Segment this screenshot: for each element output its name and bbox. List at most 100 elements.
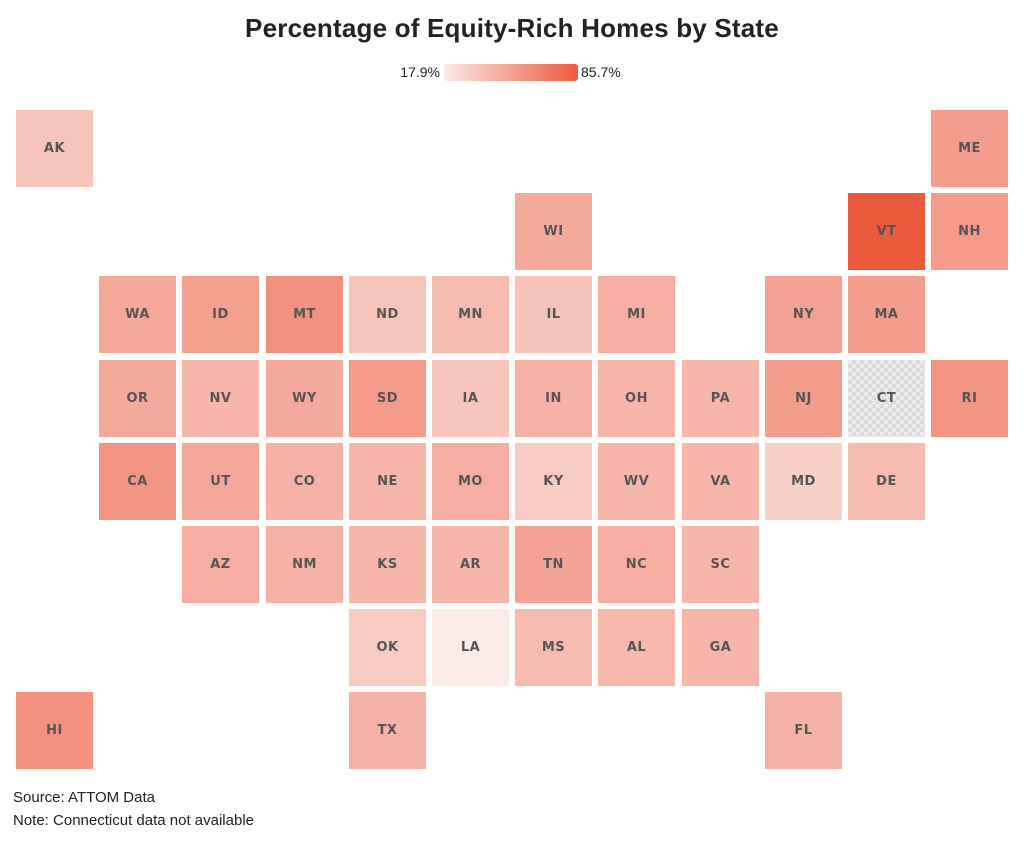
state-tile-ia: IA	[432, 360, 509, 437]
state-tile-oh: OH	[598, 360, 675, 437]
state-label: MI	[627, 307, 646, 322]
state-tile-ct: CT	[848, 360, 925, 437]
state-tile-az: AZ	[182, 526, 259, 603]
state-label: HI	[46, 723, 63, 738]
state-label: WI	[543, 224, 564, 239]
state-tile-nv: NV	[182, 360, 259, 437]
state-label: AL	[626, 640, 647, 655]
state-label: MO	[458, 474, 483, 489]
state-label: TN	[543, 557, 564, 572]
state-label: NM	[292, 557, 317, 572]
state-tile-mi: MI	[598, 276, 675, 353]
legend-gradient-bar	[444, 64, 578, 81]
state-tile-ne: NE	[349, 443, 426, 520]
source-note: Source: ATTOM Data	[13, 789, 155, 806]
state-tile-il: IL	[515, 276, 592, 353]
legend-max-label: 85.7%	[581, 64, 621, 80]
state-label: VA	[710, 474, 731, 489]
state-label: PA	[710, 391, 731, 406]
state-tile-sc: SC	[682, 526, 759, 603]
state-tile-wa: WA	[99, 276, 176, 353]
state-label: AZ	[210, 557, 231, 572]
state-tile-mo: MO	[432, 443, 509, 520]
chart-title: Percentage of Equity-Rich Homes by State	[245, 13, 779, 43]
state-tile-ak: AK	[16, 110, 93, 187]
state-tile-pa: PA	[682, 360, 759, 437]
state-label: WY	[292, 391, 317, 406]
state-tile-ok: OK	[349, 609, 426, 686]
state-label: NY	[792, 307, 815, 322]
state-label: TX	[377, 723, 398, 738]
state-tile-id: ID	[182, 276, 259, 353]
state-label: LA	[460, 640, 481, 655]
state-label: OH	[625, 391, 648, 406]
state-tile-me: ME	[931, 110, 1008, 187]
state-label: SC	[710, 557, 731, 572]
legend-min-label: 17.9%	[400, 64, 440, 80]
state-label: CO	[293, 474, 316, 489]
state-tile-ar: AR	[432, 526, 509, 603]
state-tile-mt: MT	[266, 276, 343, 353]
state-label: GA	[709, 640, 732, 655]
state-label: ME	[958, 141, 981, 156]
state-tile-ms: MS	[515, 609, 592, 686]
state-tile-in: IN	[515, 360, 592, 437]
state-label: ID	[212, 307, 229, 322]
state-tile-ut: UT	[182, 443, 259, 520]
state-label: VT	[876, 224, 897, 239]
footnote: Note: Connecticut data not available	[13, 812, 254, 829]
state-tile-wi: WI	[515, 193, 592, 270]
state-tile-nh: NH	[931, 193, 1008, 270]
state-tile-wy: WY	[266, 360, 343, 437]
state-tile-al: AL	[598, 609, 675, 686]
state-label: NE	[377, 474, 398, 489]
state-label: CA	[127, 474, 148, 489]
state-label: DE	[876, 474, 897, 489]
state-tile-vt: VT	[848, 193, 925, 270]
state-label: NC	[625, 557, 648, 572]
state-label: OK	[376, 640, 399, 655]
state-tile-nj: NJ	[765, 360, 842, 437]
state-label: IL	[546, 307, 561, 322]
state-label: CT	[876, 391, 897, 406]
state-tile-la: LA	[432, 609, 509, 686]
state-tile-ga: GA	[682, 609, 759, 686]
state-tile-ca: CA	[99, 443, 176, 520]
state-tile-de: DE	[848, 443, 925, 520]
state-label: MA	[874, 307, 899, 322]
state-tile-co: CO	[266, 443, 343, 520]
state-label: WA	[125, 307, 150, 322]
state-label: SD	[376, 391, 399, 406]
state-label: OR	[126, 391, 149, 406]
state-label: MT	[293, 307, 316, 322]
state-tile-va: VA	[682, 443, 759, 520]
state-tile-ma: MA	[848, 276, 925, 353]
state-tile-md: MD	[765, 443, 842, 520]
state-tile-tx: TX	[349, 692, 426, 769]
state-tile-nm: NM	[266, 526, 343, 603]
state-label: KY	[543, 474, 564, 489]
state-label: MS	[541, 640, 566, 655]
state-tile-sd: SD	[349, 360, 426, 437]
state-label: AK	[43, 141, 66, 156]
state-tile-ks: KS	[349, 526, 426, 603]
state-label: IA	[462, 391, 479, 406]
state-label: NJ	[795, 391, 812, 406]
state-tile-ny: NY	[765, 276, 842, 353]
state-label: ND	[376, 307, 399, 322]
state-label: WV	[623, 474, 650, 489]
state-tile-nc: NC	[598, 526, 675, 603]
state-tile-ri: RI	[931, 360, 1008, 437]
state-tile-tn: TN	[515, 526, 592, 603]
state-label: IN	[545, 391, 562, 406]
state-tile-fl: FL	[765, 692, 842, 769]
state-label: MN	[458, 307, 483, 322]
state-tile-hi: HI	[16, 692, 93, 769]
state-tile-mn: MN	[432, 276, 509, 353]
state-label: MD	[791, 474, 816, 489]
state-label: FL	[794, 723, 813, 738]
state-label: KS	[377, 557, 398, 572]
state-label: UT	[210, 474, 231, 489]
color-legend: 17.9% 85.7%	[0, 63, 1024, 83]
